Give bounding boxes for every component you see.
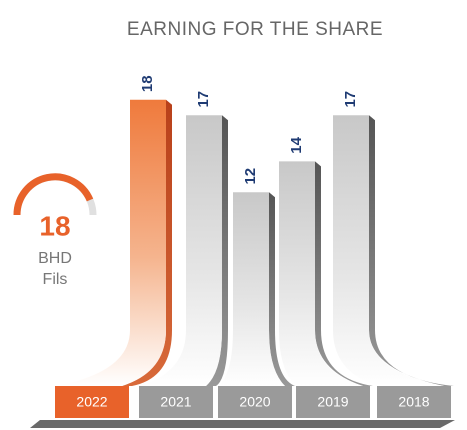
x-tick-label: 2020 — [239, 394, 270, 410]
gauge-track — [17, 177, 93, 215]
value-label: 17 — [342, 91, 359, 108]
x-tick-label: 2018 — [398, 394, 429, 410]
page: {"chart_data": {"type": "bar", "title": … — [0, 0, 467, 430]
highlight-unit: BHD — [38, 250, 72, 267]
value-label: 12 — [242, 168, 259, 185]
x-tick-label: 2021 — [160, 394, 191, 410]
chart: EARNING FOR THE SHARE 18 BHD Fils 18 2022… — [0, 0, 467, 430]
value-label: 17 — [195, 91, 212, 108]
bar-side — [369, 115, 454, 386]
value-label: 14 — [288, 136, 305, 153]
gauge-arc — [17, 177, 90, 215]
value-label: 18 — [139, 75, 156, 92]
bar — [333, 115, 444, 386]
highlight-value: 18 — [39, 210, 70, 241]
x-tick-label: 2019 — [317, 394, 348, 410]
highlight-subunit: Fils — [43, 271, 68, 288]
chart-title: EARNING FOR THE SHARE — [127, 19, 383, 40]
bar — [56, 100, 166, 386]
x-tick-label: 2022 — [76, 394, 107, 410]
floor — [30, 420, 455, 428]
